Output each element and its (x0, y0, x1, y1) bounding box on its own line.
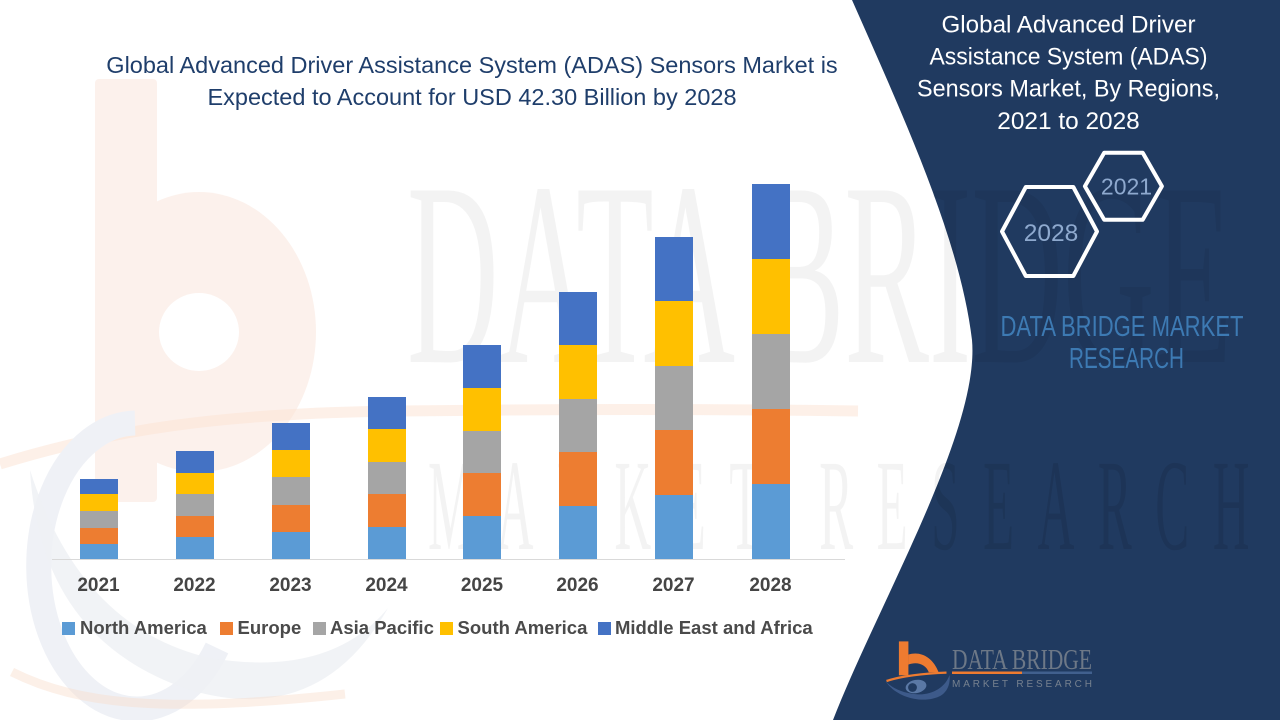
svg-text:Assistance System (ADAS): Assistance System (ADAS) (930, 44, 1208, 71)
svg-text:DATA BRIDGE MARKET: DATA BRIDGE MARKET (1001, 311, 1244, 343)
svg-text:DATA BRIDGE: DATA BRIDGE (952, 644, 1092, 676)
svg-text:MARKET RESEARCH: MARKET RESEARCH (952, 679, 1092, 690)
svg-text:RESEARCH: RESEARCH (1069, 343, 1184, 375)
svg-text:2028: 2028 (1024, 220, 1079, 247)
svg-text:2021: 2021 (1101, 173, 1152, 199)
svg-text:Global Advanced Driver: Global Advanced Driver (942, 12, 1196, 39)
svg-text:2021 to 2028: 2021 to 2028 (997, 108, 1140, 135)
svg-text:Sensors Market, By Regions,: Sensors Market, By Regions, (917, 76, 1220, 103)
